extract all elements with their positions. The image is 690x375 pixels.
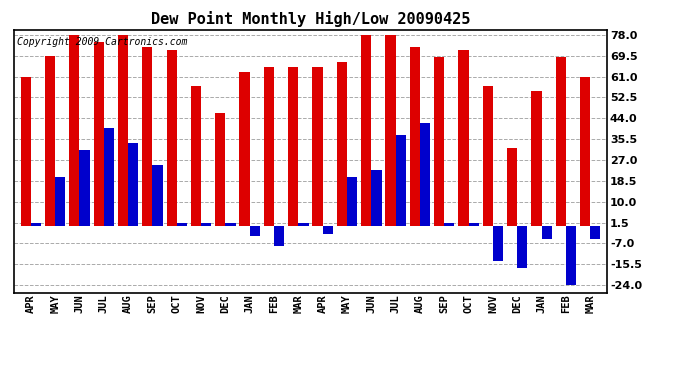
Bar: [566, 226, 576, 285]
Bar: [264, 67, 274, 226]
Bar: [531, 92, 542, 226]
Bar: [250, 226, 260, 236]
Bar: [298, 223, 308, 226]
Bar: [395, 135, 406, 226]
Bar: [118, 35, 128, 226]
Bar: [590, 226, 600, 238]
Bar: [469, 223, 479, 226]
Bar: [420, 123, 430, 226]
Bar: [434, 57, 444, 226]
Bar: [226, 223, 235, 226]
Bar: [274, 226, 284, 246]
Bar: [507, 148, 518, 226]
Bar: [201, 223, 211, 226]
Bar: [31, 223, 41, 226]
Bar: [361, 35, 371, 226]
Bar: [239, 72, 250, 226]
Bar: [313, 67, 323, 226]
Bar: [410, 47, 420, 226]
Bar: [493, 226, 503, 261]
Bar: [152, 165, 163, 226]
Bar: [142, 47, 152, 226]
Bar: [483, 86, 493, 226]
Bar: [347, 177, 357, 226]
Bar: [288, 67, 298, 226]
Bar: [166, 50, 177, 226]
Title: Dew Point Monthly High/Low 20090425: Dew Point Monthly High/Low 20090425: [151, 12, 470, 27]
Bar: [323, 226, 333, 234]
Bar: [69, 35, 79, 226]
Bar: [191, 86, 201, 226]
Bar: [21, 76, 31, 226]
Bar: [79, 150, 90, 226]
Bar: [555, 57, 566, 226]
Bar: [580, 76, 590, 226]
Bar: [128, 143, 138, 226]
Bar: [94, 42, 104, 226]
Bar: [444, 223, 455, 226]
Text: Copyright 2009 Cartronics.com: Copyright 2009 Cartronics.com: [17, 37, 187, 46]
Bar: [177, 223, 187, 226]
Bar: [458, 50, 469, 226]
Bar: [45, 56, 55, 226]
Bar: [55, 177, 66, 226]
Bar: [104, 128, 114, 226]
Bar: [371, 170, 382, 226]
Bar: [215, 113, 226, 226]
Bar: [337, 62, 347, 226]
Bar: [542, 226, 552, 238]
Bar: [386, 35, 395, 226]
Bar: [518, 226, 527, 268]
